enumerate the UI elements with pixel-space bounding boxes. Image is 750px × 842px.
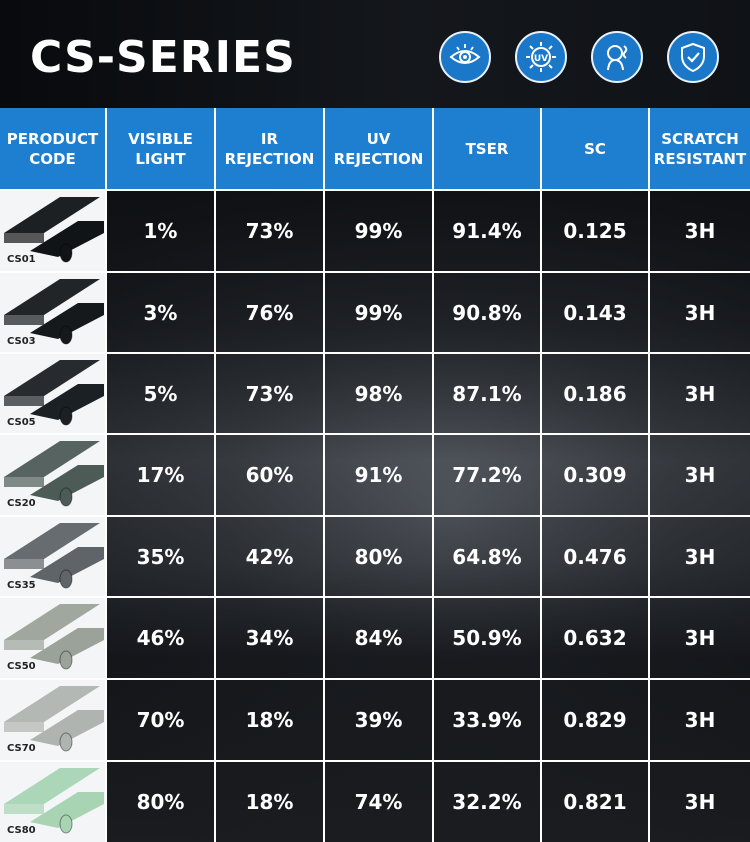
- product-swatch: CS20: [0, 435, 105, 515]
- product-code: CS03: [7, 336, 36, 347]
- spec-cell-ir-rejection: 18%: [245, 790, 294, 814]
- spec-cell-sc: 0.143: [563, 301, 627, 325]
- product-code: CS35: [7, 580, 36, 591]
- eye-icon: [439, 31, 491, 83]
- column-header: SC: [542, 108, 648, 189]
- spec-cell-visible-light: 3%: [143, 301, 178, 325]
- grid-divider: [0, 271, 750, 273]
- column-header: PERODUCT CODE: [0, 108, 105, 189]
- product-swatch: CS05: [0, 354, 105, 434]
- spec-cell-sc: 0.125: [563, 219, 627, 243]
- spec-cell-visible-light: 1%: [143, 219, 178, 243]
- spec-cell-visible-light: 35%: [136, 545, 185, 569]
- spec-cell-sc: 0.309: [563, 463, 627, 487]
- spec-cell-visible-light: 5%: [143, 382, 178, 406]
- spec-cell-visible-light: 17%: [136, 463, 185, 487]
- spec-cell-ir-rejection: 73%: [245, 382, 294, 406]
- spec-cell-sc: 0.476: [563, 545, 627, 569]
- spec-cell-scratch: 3H: [684, 219, 716, 243]
- grid-divider: [0, 678, 750, 680]
- product-code: CS50: [7, 661, 36, 672]
- spec-cell-visible-light: 46%: [136, 626, 185, 650]
- grid-divider: [432, 108, 434, 842]
- spec-cell-sc: 0.186: [563, 382, 627, 406]
- spec-cell-visible-light: 80%: [136, 790, 185, 814]
- spec-cell-sc: 0.632: [563, 626, 627, 650]
- column-header: TSER: [434, 108, 540, 189]
- product-code: CS20: [7, 498, 36, 509]
- product-swatch: CS35: [0, 517, 105, 597]
- hero-banner: CS-SERIES UV: [0, 0, 750, 108]
- product-code: CS05: [7, 417, 36, 428]
- grid-divider: [0, 352, 750, 354]
- spec-cell-scratch: 3H: [684, 790, 716, 814]
- spec-cell-tser: 32.2%: [452, 790, 522, 814]
- grid-divider: [0, 433, 750, 435]
- spec-cell-uv-rejection: 80%: [354, 545, 403, 569]
- product-swatch: CS03: [0, 273, 105, 353]
- spec-cell-uv-rejection: 99%: [354, 219, 403, 243]
- spec-cell-tser: 77.2%: [452, 463, 522, 487]
- product-swatch: CS80: [0, 762, 105, 842]
- spec-cell-tser: 64.8%: [452, 545, 522, 569]
- spec-cell-ir-rejection: 18%: [245, 708, 294, 732]
- spec-cell-uv-rejection: 39%: [354, 708, 403, 732]
- spec-cell-uv-rejection: 91%: [354, 463, 403, 487]
- spec-cell-uv-rejection: 84%: [354, 626, 403, 650]
- column-header: VISIBLE LIGHT: [107, 108, 214, 189]
- grid-divider: [0, 596, 750, 598]
- spec-cell-scratch: 3H: [684, 545, 716, 569]
- spec-cell-scratch: 3H: [684, 382, 716, 406]
- spec-cell-tser: 91.4%: [452, 219, 522, 243]
- spec-cell-scratch: 3H: [684, 463, 716, 487]
- spec-cell-scratch: 3H: [684, 708, 716, 732]
- grid-divider: [540, 108, 542, 842]
- spec-cell-tser: 87.1%: [452, 382, 522, 406]
- page-title: CS-SERIES: [30, 32, 296, 83]
- spec-cell-uv-rejection: 98%: [354, 382, 403, 406]
- spec-cell-scratch: 3H: [684, 301, 716, 325]
- grid-divider: [323, 108, 325, 842]
- grid-divider: [0, 760, 750, 762]
- column-header: IR REJECTION: [216, 108, 323, 189]
- spec-cell-uv-rejection: 74%: [354, 790, 403, 814]
- product-swatch: CS50: [0, 598, 105, 678]
- ir-heat-icon: [591, 31, 643, 83]
- product-swatch: CS70: [0, 680, 105, 760]
- grid-divider: [214, 108, 216, 842]
- grid-divider: [648, 108, 650, 842]
- column-header: UV REJECTION: [325, 108, 432, 189]
- column-header: SCRATCH RESISTANT: [650, 108, 750, 189]
- spec-cell-uv-rejection: 99%: [354, 301, 403, 325]
- spec-cell-ir-rejection: 42%: [245, 545, 294, 569]
- spec-cell-tser: 50.9%: [452, 626, 522, 650]
- uv-icon: UV: [515, 31, 567, 83]
- product-code: CS01: [7, 254, 36, 265]
- svg-text:UV: UV: [534, 54, 548, 64]
- spec-cell-tser: 90.8%: [452, 301, 522, 325]
- spec-table: PERODUCT CODE VISIBLE LIGHT IR REJECTION UV REJ…: [0, 108, 750, 842]
- spec-cell-sc: 0.829: [563, 708, 627, 732]
- grid-divider: [0, 515, 750, 517]
- feature-icons: UV: [439, 31, 719, 83]
- spec-cell-visible-light: 70%: [136, 708, 185, 732]
- spec-cell-sc: 0.821: [563, 790, 627, 814]
- spec-cell-ir-rejection: 34%: [245, 626, 294, 650]
- product-code: CS70: [7, 743, 36, 754]
- product-code: CS80: [7, 825, 36, 836]
- grid-divider: [105, 108, 107, 842]
- spec-cell-ir-rejection: 73%: [245, 219, 294, 243]
- product-swatch: CS01: [0, 191, 105, 271]
- spec-cell-scratch: 3H: [684, 626, 716, 650]
- spec-cell-tser: 33.9%: [452, 708, 522, 732]
- spec-cell-ir-rejection: 60%: [245, 463, 294, 487]
- background-road-photo: [0, 108, 750, 842]
- grid-divider: [0, 189, 750, 191]
- spec-cell-ir-rejection: 76%: [245, 301, 294, 325]
- shield-icon: [667, 31, 719, 83]
